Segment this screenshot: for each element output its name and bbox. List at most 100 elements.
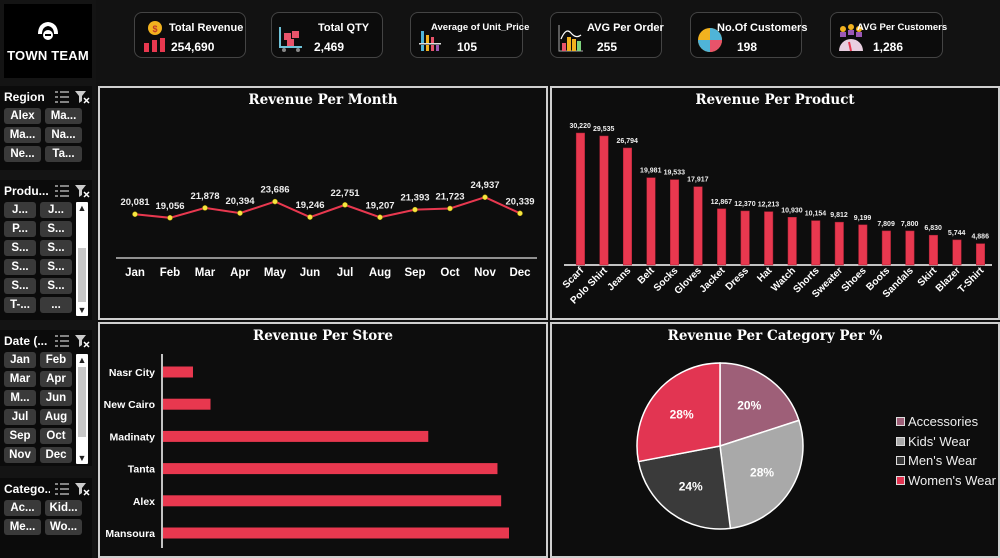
product-bar [670, 179, 680, 266]
data-label: 19,207 [365, 200, 394, 211]
category-slicer-title: Catego... [4, 482, 50, 496]
region-slicer-chip[interactable]: Na... [45, 127, 82, 143]
date-slicer-chip[interactable]: Aug [40, 409, 72, 425]
data-label: 5,744 [948, 230, 966, 237]
date-slicer-chip[interactable]: Oct [40, 428, 72, 444]
data-label: 20,081 [120, 197, 150, 208]
x-tick-label: Dress [724, 265, 752, 293]
clear-filter-icon[interactable] [74, 184, 90, 198]
category-slicer-chip[interactable]: Me... [4, 519, 41, 535]
x-tick-label: Jun [300, 267, 320, 279]
product-slicer-chip[interactable]: S... [40, 240, 72, 256]
kpi-avg-per-order: AVG Per Order 255 [550, 12, 664, 58]
y-tick-label: Nasr City [109, 367, 155, 379]
multi-select-icon[interactable] [54, 90, 70, 104]
date-slicer-chip[interactable]: Mar [4, 371, 36, 387]
clear-filter-icon[interactable] [74, 90, 90, 104]
legend-label: Accessories [908, 414, 979, 430]
customers-circle-icon [698, 28, 722, 52]
date-slicer-chip[interactable]: M... [4, 390, 36, 406]
clear-filter-icon[interactable] [74, 482, 90, 496]
legend-swatch [896, 475, 905, 485]
region-slicer-chip[interactable]: Alex [4, 108, 41, 124]
product-bar [622, 147, 632, 266]
scroll-thumb[interactable] [78, 367, 86, 437]
scroll-up-icon[interactable]: ▲ [77, 203, 87, 213]
kpi-average-unit-price: Average of Unit_Price 105 [410, 12, 529, 58]
data-label: 12,867 [711, 199, 733, 206]
product-bar [787, 217, 797, 266]
region-slicer-chip[interactable]: Ta... [45, 146, 82, 162]
category-slicer-chip[interactable]: Ac... [4, 500, 41, 516]
store-bar [163, 430, 429, 442]
store-bar [163, 527, 509, 539]
date-slicer-chip[interactable]: Jan [4, 352, 36, 368]
date-slicer-chip[interactable]: Nov [4, 447, 36, 463]
product-slicer-chip[interactable]: ... [40, 297, 72, 313]
multi-select-icon[interactable] [54, 184, 70, 198]
x-tick-label: Shoes [840, 265, 869, 294]
svg-text:$: $ [152, 24, 157, 34]
date-slicer-chip[interactable]: Jun [40, 390, 72, 406]
store-bar [163, 495, 502, 507]
data-label: 29,535 [593, 126, 615, 133]
cart-boxes-icon [279, 27, 302, 52]
x-tick-label: Oct [440, 267, 459, 279]
region-slicer-chip[interactable]: Ne... [4, 146, 41, 162]
kpi-label: No.Of Customers [717, 22, 808, 34]
data-label: 19,981 [640, 168, 662, 175]
product-slicer-chip[interactable]: J... [40, 202, 72, 218]
data-label: 19,246 [295, 200, 324, 211]
clear-filter-icon[interactable] [74, 334, 90, 348]
slicer-sidebar: TOWN TEAM Region Alex Ma... Ma... Na... Ne..… [0, 0, 96, 558]
data-point [237, 210, 243, 216]
category-slicer: Catego... Ac... Kid... Me... Wo... [0, 478, 92, 558]
product-slicer-scrollbar[interactable]: ▲ ▼ [76, 202, 88, 316]
product-slicer-chip[interactable]: S... [4, 259, 36, 275]
data-point [482, 194, 488, 200]
data-label: 10,154 [805, 211, 827, 218]
legend-swatch [896, 436, 905, 446]
data-label: 6,830 [924, 225, 942, 232]
date-slicer-chip[interactable]: Sep [4, 428, 36, 444]
date-slicer-chip[interactable]: Feb [40, 352, 72, 368]
product-slicer-chip[interactable]: S... [40, 221, 72, 237]
legend-swatch [896, 417, 905, 427]
product-slicer-chip[interactable]: S... [4, 278, 36, 294]
product-slicer-chip[interactable]: T-... [4, 297, 36, 313]
x-tick-label: T-Shirt [956, 265, 987, 296]
product-bar [928, 234, 938, 266]
scroll-up-icon[interactable]: ▲ [77, 355, 87, 365]
date-slicer-scrollbar[interactable]: ▲ ▼ [76, 354, 88, 464]
x-tick-label: Hat [755, 265, 775, 285]
data-label: 23,686 [260, 185, 289, 196]
product-slicer-chip[interactable]: S... [40, 259, 72, 275]
date-slicer-chip[interactable]: Dec [40, 447, 72, 463]
region-slicer-chip[interactable]: Ma... [45, 108, 82, 124]
product-slicer-chip[interactable]: P... [4, 221, 36, 237]
product-slicer-chip[interactable]: S... [4, 240, 36, 256]
scroll-down-icon[interactable]: ▼ [77, 453, 87, 463]
legend-label: Women's Wear [908, 472, 996, 488]
product-slicer-chip[interactable]: J... [4, 202, 36, 218]
people-gauge-icon [839, 24, 863, 52]
x-tick-label: Apr [230, 267, 250, 279]
kpi-label: Total Revenue [169, 22, 244, 34]
data-point [132, 211, 138, 217]
multi-select-icon[interactable] [54, 334, 70, 348]
kpi-value: 198 [737, 40, 758, 54]
kpi-value: 254,690 [171, 40, 215, 54]
scroll-thumb[interactable] [78, 248, 86, 302]
region-slicer-chip[interactable]: Ma... [4, 127, 41, 143]
multi-select-icon[interactable] [54, 482, 70, 496]
brand-logo: TOWN TEAM [4, 4, 92, 78]
category-slicer-chip[interactable]: Kid... [45, 500, 82, 516]
date-slicer-chip[interactable]: Jul [4, 409, 36, 425]
product-bar [952, 239, 962, 266]
revenue-line [134, 196, 521, 219]
category-slicer-chip[interactable]: Wo... [45, 519, 82, 535]
data-label: 7,809 [877, 221, 895, 228]
date-slicer-chip[interactable]: Apr [40, 371, 72, 387]
product-slicer-chip[interactable]: S... [40, 278, 72, 294]
scroll-down-icon[interactable]: ▼ [77, 305, 87, 315]
